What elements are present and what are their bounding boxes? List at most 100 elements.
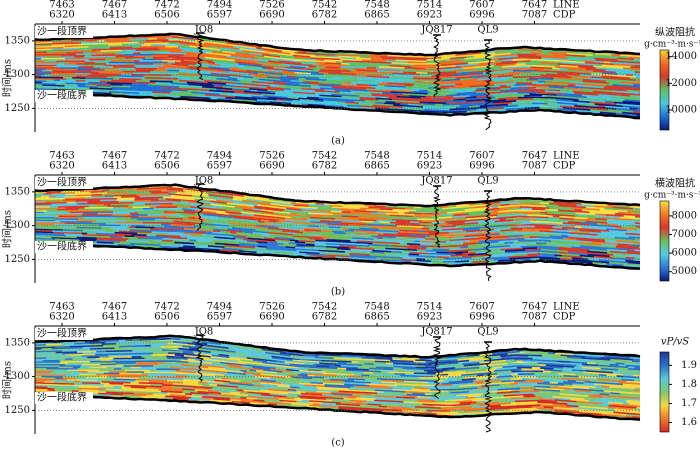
section-cell — [491, 222, 522, 227]
cdp-tick-label: 6782 — [312, 10, 337, 21]
section-cell — [190, 218, 207, 223]
section-cell — [559, 215, 575, 219]
section-cell — [526, 79, 538, 81]
section-cell — [210, 240, 239, 245]
section-cell — [197, 95, 226, 99]
section-cell — [636, 93, 640, 96]
section-cell — [574, 92, 590, 96]
section-cell — [278, 244, 295, 248]
section-cell — [238, 63, 267, 68]
section-cell — [212, 205, 223, 209]
section-cell — [455, 204, 470, 208]
section-cell — [162, 385, 173, 389]
section-cell — [103, 203, 111, 206]
section-cell — [76, 84, 86, 87]
section-cell — [58, 87, 86, 91]
section-cell — [608, 109, 633, 113]
section-cell — [77, 359, 102, 362]
section-cell — [392, 388, 418, 392]
section-cell — [277, 354, 289, 358]
section-cell — [591, 76, 606, 80]
section-cell — [234, 96, 258, 100]
section-cell — [60, 81, 89, 84]
section-cell — [557, 382, 565, 385]
section-cell — [322, 237, 350, 241]
well-label: JQ8 — [194, 327, 214, 338]
section-cell — [531, 366, 541, 369]
section-cell — [582, 374, 613, 379]
section-cell — [308, 205, 333, 209]
section-cell — [552, 104, 560, 108]
section-cell — [349, 254, 374, 258]
section-cell — [238, 205, 255, 209]
section-cell — [354, 379, 361, 382]
section-cell — [502, 64, 518, 68]
section-cell — [598, 94, 621, 98]
section-cell — [35, 366, 59, 369]
section-cell — [533, 212, 546, 216]
section-cell — [408, 211, 439, 214]
section-cell — [427, 81, 450, 84]
section-cell — [388, 385, 415, 389]
section-cell — [193, 387, 210, 391]
section-cell — [138, 212, 164, 215]
section-cell — [530, 220, 563, 225]
section-cell — [182, 344, 209, 350]
section-cell — [469, 358, 489, 362]
section-cell — [271, 355, 300, 361]
well-label: QL9 — [477, 176, 498, 187]
section-cell — [464, 234, 487, 238]
section-cell — [398, 230, 429, 235]
section-cell — [198, 57, 208, 61]
section-cell — [97, 82, 107, 85]
section-cell — [200, 49, 212, 53]
section-cell — [66, 53, 77, 56]
section-cell — [410, 65, 437, 69]
section-cell — [183, 210, 206, 215]
section-cell — [262, 53, 281, 58]
section-cell — [94, 61, 109, 64]
section-cell — [171, 218, 195, 223]
section-cell — [470, 94, 488, 97]
section-cell — [100, 363, 117, 366]
section-cell — [279, 398, 303, 402]
section-cell — [554, 231, 570, 234]
section-cell — [128, 226, 136, 229]
section-cell — [457, 90, 475, 94]
section-cell — [320, 403, 335, 407]
section-cell — [508, 102, 532, 106]
section-cell — [241, 216, 256, 220]
section-cell — [482, 224, 508, 229]
section-cell — [234, 91, 262, 96]
section-cell — [262, 361, 289, 367]
section-cell — [295, 357, 327, 361]
section-cell — [281, 84, 313, 89]
section-cell — [436, 65, 456, 69]
section-cell — [167, 379, 199, 384]
horizon-label-bg — [35, 26, 93, 38]
section-cell — [609, 385, 623, 389]
section-cell — [35, 237, 56, 241]
section-cell — [304, 229, 322, 232]
section-cell — [292, 100, 323, 104]
section-cell — [151, 231, 184, 235]
section-cell — [96, 238, 127, 242]
section-cell — [194, 242, 225, 247]
section-cell — [609, 261, 640, 267]
section-cell — [218, 216, 231, 220]
section-cell — [367, 75, 390, 79]
section-cell — [607, 365, 629, 369]
cdp-tick-label: 6690 — [259, 312, 284, 323]
section-cell — [176, 371, 205, 376]
section-cell — [258, 78, 273, 82]
section-cell — [427, 233, 440, 236]
section-cell — [449, 79, 477, 83]
section-cell — [113, 211, 135, 214]
section-cell — [409, 251, 430, 255]
cdp-tick-label: 6320 — [49, 10, 74, 21]
section-cell — [558, 248, 588, 253]
section-cell — [162, 75, 191, 80]
horizon-label-bg — [35, 90, 93, 102]
section-cell — [190, 234, 215, 239]
section-cell — [373, 238, 404, 242]
